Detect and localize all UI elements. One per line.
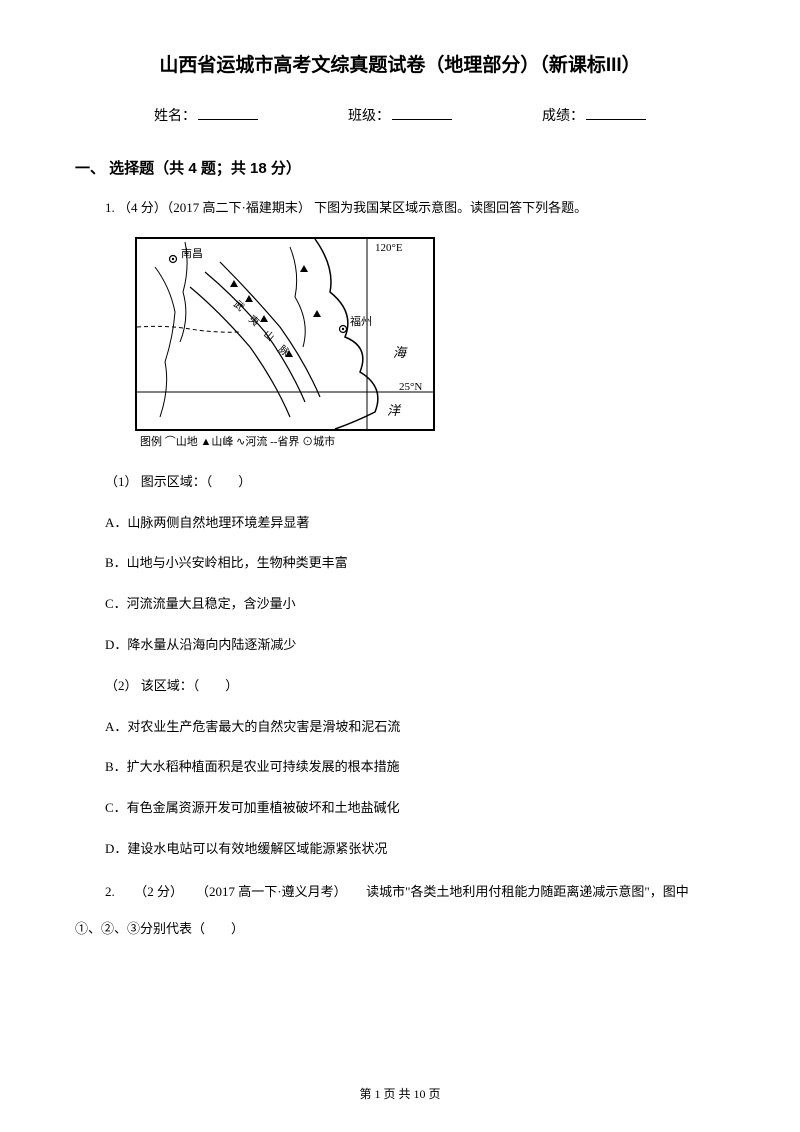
page-footer: 第 1 页 共 10 页 xyxy=(0,1085,800,1102)
sea-char1: 海 xyxy=(393,345,408,360)
region-map-svg: 120°E 25°N 南昌 福州 武 夷 山 脉 海 xyxy=(135,237,435,452)
q2-intro: 2. （2 分） （2017 高一下·遵义月考） 读城市"各类土地利用付租能力随… xyxy=(105,880,725,903)
section-heading: 一、 选择题（共 4 题；共 18 分） xyxy=(75,157,725,178)
city-nanchang: 南昌 xyxy=(181,247,203,260)
q1-sub1: （1） 图示区域：（ ） xyxy=(105,472,725,493)
name-field: 姓名： xyxy=(154,105,258,125)
map-figure: 120°E 25°N 南昌 福州 武 夷 山 脉 海 xyxy=(135,237,725,452)
sea-char2: 洋 xyxy=(387,403,402,418)
q1-2-opt-b: B．扩大水稻种植面积是农业可持续发展的根本措施 xyxy=(105,757,725,778)
student-info-row: 姓名： 班级： 成绩： xyxy=(75,105,725,125)
lat-label: 25°N xyxy=(399,381,422,393)
score-field: 成绩： xyxy=(542,105,646,125)
q1-2-opt-d: D．建设水电站可以有效地缓解区域能源紧张状况 xyxy=(105,839,725,860)
name-underline xyxy=(198,106,258,120)
q1-sub2: （2） 该区域：（ ） xyxy=(105,676,725,697)
name-label: 姓名： xyxy=(154,105,196,125)
map-legend: 图例 ⌒山地 ▲山峰 ∿河流 --省界 ⊙城市 xyxy=(140,434,335,448)
class-underline xyxy=(392,106,452,120)
exam-title: 山西省运城市高考文综真题试卷（地理部分）（新课标III） xyxy=(75,50,725,77)
class-label: 班级： xyxy=(348,105,390,125)
score-label: 成绩： xyxy=(542,105,584,125)
q1-1-opt-b: B．山地与小兴安岭相比，生物种类更丰富 xyxy=(105,553,725,574)
q2-sub: ①、②、③分别代表（ ） xyxy=(75,919,725,940)
score-underline xyxy=(586,106,646,120)
q1-1-opt-a: A．山脉两侧自然地理环境差异显著 xyxy=(105,513,725,534)
q1-2-opt-c: C．有色金属资源开发可加重植被破坏和土地盐碱化 xyxy=(105,798,725,819)
class-field: 班级： xyxy=(348,105,452,125)
lon-label: 120°E xyxy=(375,242,403,254)
q1-1-opt-d: D．降水量从沿海向内陆逐渐减少 xyxy=(105,635,725,656)
q1-intro: 1. （4 分）（2017 高二下·福建期末） 下图为我国某区域示意图。读图回答… xyxy=(105,198,725,219)
q1-2-opt-a: A．对农业生产危害最大的自然灾害是滑坡和泥石流 xyxy=(105,717,725,738)
q1-1-opt-c: C．河流流量大且稳定，含沙量小 xyxy=(105,594,725,615)
city-fuzhou: 福州 xyxy=(350,314,372,328)
